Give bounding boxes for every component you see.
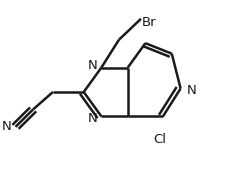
Text: N: N	[87, 112, 97, 125]
Text: N: N	[2, 120, 11, 133]
Text: Br: Br	[141, 16, 155, 29]
Text: Cl: Cl	[153, 133, 165, 145]
Text: N: N	[186, 84, 196, 97]
Text: N: N	[87, 59, 97, 72]
